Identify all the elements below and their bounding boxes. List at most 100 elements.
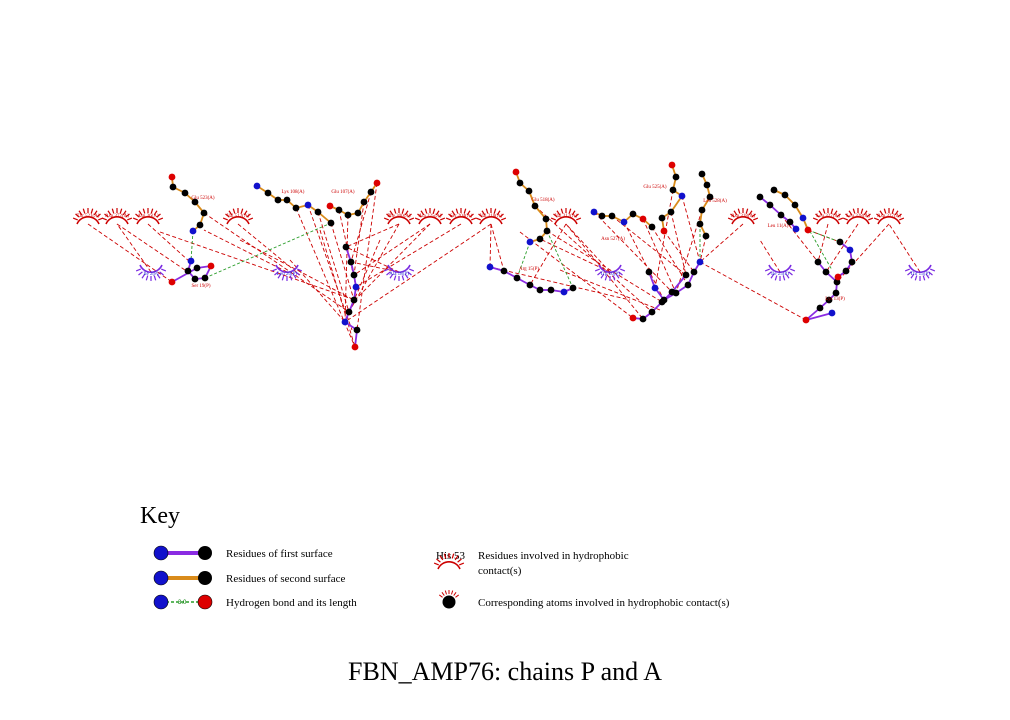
residue-atom <box>825 296 833 304</box>
hydrophobic-contact-line <box>780 214 819 263</box>
residue-labels: Thr 521(A) Asp 372(A) Asn 36(A) Val 512(A) P… <box>77 185 931 302</box>
key-hbond-label: Hydrogen bond and its length <box>226 597 357 609</box>
residue-atom <box>658 214 666 222</box>
hydrophobic-arc-a-shape <box>383 208 415 225</box>
ligand-residue-label: Ser 19(P) <box>191 284 210 289</box>
residue-atom <box>648 223 656 231</box>
hydrophobic-label-a: Asp 327(A) <box>877 214 901 219</box>
residue-atom <box>367 188 375 196</box>
hydrophobic-contact-line <box>239 239 355 301</box>
residue-atom <box>354 209 362 217</box>
hydrophobic-contact-line <box>317 211 350 313</box>
hydrophobic-arc-p <box>904 264 936 281</box>
hydrogen-bond-line <box>807 229 841 243</box>
residue-atom <box>682 271 690 279</box>
residue-atom <box>702 232 710 240</box>
residue-atom <box>629 314 637 322</box>
hydrophobic-contact-line <box>116 223 152 273</box>
hydrophobic-contact-line <box>529 223 567 286</box>
residue-atom <box>207 262 215 270</box>
hydrophobic-arc-a <box>842 208 874 225</box>
hydrophobic-arc-a <box>222 208 254 225</box>
hydrophobic-contact-line <box>353 201 365 276</box>
residue-bonds <box>171 164 853 348</box>
hydrophobic-label-a: Asp 318(A) <box>731 214 755 219</box>
hydrophobic-label-a: Asn 36(A) <box>137 214 159 219</box>
hydrophobic-arc-p <box>764 264 796 281</box>
hydrophobic-arc-a-shape <box>222 208 254 225</box>
residue-atom <box>648 308 656 316</box>
residue-atom <box>777 211 785 219</box>
hydrophobic-label-p: Ile 25(P) <box>771 272 789 277</box>
key-second-surface-label: Residues of second surface <box>226 573 346 585</box>
residue-atom <box>799 214 807 222</box>
residue-atom <box>696 258 704 266</box>
residue-atom <box>766 201 774 209</box>
residue-atom <box>168 278 176 286</box>
ligand-residue-label: Leu 11(A) <box>768 224 789 229</box>
ligand-residue-label: Glu 518(A) <box>531 198 555 203</box>
hydrophobic-label-p: Trp 10(P) <box>600 272 620 277</box>
residue-atom <box>667 208 675 216</box>
residue-atom <box>698 206 706 214</box>
hydrophobic-contact-line <box>651 226 689 286</box>
residue-atom <box>486 263 494 271</box>
residue-atom <box>832 289 840 297</box>
residue-atom <box>352 283 360 291</box>
residue-atom <box>344 211 352 219</box>
residue-atom <box>342 243 350 251</box>
hydrophobic-contact-line <box>817 223 829 263</box>
residue-atom <box>792 225 800 233</box>
residue-atom <box>513 274 521 282</box>
hydrophobic-label-p: Leu 20(P) <box>277 272 297 277</box>
residue-atom <box>698 170 706 178</box>
residue-atom <box>191 198 199 206</box>
key-hydrophobic-label-2: contact(s) <box>478 565 522 577</box>
hydrophobic-arc-a-shape <box>475 208 507 225</box>
residue-atom <box>274 196 282 204</box>
hydrophobic-contact-line <box>565 223 611 273</box>
residue-atom <box>660 227 668 235</box>
hydrophobic-contact-line <box>699 223 744 263</box>
hydrophobic-arc-a <box>383 208 415 225</box>
residue-atom <box>770 186 778 194</box>
residue-atom <box>696 220 704 228</box>
hydrophobic-arc-a-shape <box>727 208 759 225</box>
hydrophobic-contact-line <box>87 223 173 283</box>
hydrophobic-label-a: Val 312(A) <box>555 214 578 219</box>
residue-atom <box>706 193 714 201</box>
residue-atom <box>283 196 291 204</box>
residue-atom <box>525 187 533 195</box>
residue-bond <box>805 312 833 321</box>
residue-atom <box>314 208 322 216</box>
hydrophobic-label-a: Val 310(A) <box>480 214 503 219</box>
residue-atom <box>193 264 201 272</box>
residue-bond <box>171 267 198 283</box>
hydrophobic-contact-line <box>490 223 505 272</box>
residue-atom <box>341 318 349 326</box>
key-hydrophobic-arc <box>433 553 465 570</box>
hydrophobic-contact-line <box>888 223 921 273</box>
residue-atom <box>536 286 544 294</box>
residue-atom <box>347 258 355 266</box>
hydrophobic-contact-line <box>699 261 807 321</box>
residue-atom <box>678 192 686 200</box>
residue-atom <box>292 204 300 212</box>
key-arc-shape <box>433 553 465 570</box>
residue-atom <box>516 179 524 187</box>
hydrophobic-contact-line <box>354 223 431 301</box>
hydrophobic-arc-p <box>135 264 167 281</box>
residue-atom <box>543 227 551 235</box>
hydrophobic-contact-line <box>489 223 492 268</box>
hydrophobic-contact-line <box>203 212 350 313</box>
residue-atom <box>672 173 680 181</box>
key-hbond-length: 3.0 <box>178 600 187 606</box>
residue-atom <box>842 267 850 275</box>
hydrophobic-contact-line <box>642 218 677 294</box>
hydrophobic-residue-arcs <box>72 208 936 281</box>
residue-atom <box>360 198 368 206</box>
residue-atom <box>836 238 844 246</box>
residue-atom <box>542 215 550 223</box>
hydrophobic-contact-line <box>350 191 372 263</box>
